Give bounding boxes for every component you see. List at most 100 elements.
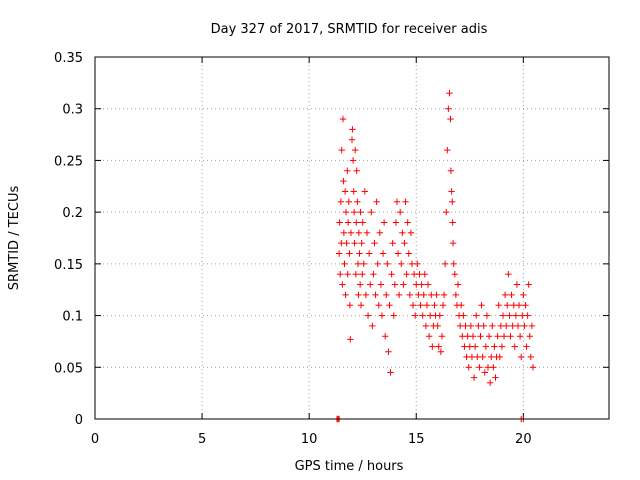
data-point xyxy=(372,291,379,299)
data-point xyxy=(443,208,450,216)
data-point xyxy=(343,239,350,247)
data-point xyxy=(337,271,344,278)
data-point xyxy=(456,322,464,330)
data-point xyxy=(410,271,418,278)
data-point xyxy=(423,302,431,309)
data-point xyxy=(340,177,347,185)
data-point xyxy=(385,348,392,355)
data-point xyxy=(371,239,378,247)
data-point xyxy=(452,291,460,299)
y-tick-label: 0.05 xyxy=(54,361,83,376)
data-point xyxy=(515,302,523,309)
data-point xyxy=(401,239,408,247)
data-point xyxy=(363,229,371,237)
data-point xyxy=(441,260,449,268)
data-point xyxy=(470,374,478,381)
data-point xyxy=(402,198,409,205)
data-point xyxy=(466,343,473,350)
data-point xyxy=(413,281,420,288)
data-point xyxy=(338,146,345,154)
data-point xyxy=(504,302,511,309)
data-point xyxy=(349,126,356,133)
data-point xyxy=(368,208,375,216)
data-point xyxy=(347,229,355,237)
data-point xyxy=(474,353,481,361)
data-point xyxy=(428,291,435,299)
data-point xyxy=(414,260,421,268)
data-point xyxy=(359,219,366,226)
data-point xyxy=(347,336,354,343)
data-point xyxy=(394,250,402,257)
data-point xyxy=(499,312,507,319)
data-point xyxy=(495,302,502,309)
data-point xyxy=(480,322,487,330)
data-point xyxy=(335,250,343,257)
y-tick-label: 0.25 xyxy=(54,154,83,169)
data-point xyxy=(433,291,440,299)
data-point xyxy=(469,333,477,340)
data-point xyxy=(356,281,364,288)
x-tick-label: 20 xyxy=(515,432,532,447)
data-point xyxy=(478,302,485,309)
data-point xyxy=(489,322,496,330)
data-point xyxy=(387,369,394,376)
data-point xyxy=(465,364,472,371)
data-point xyxy=(481,369,488,376)
data-point xyxy=(494,333,501,340)
data-point xyxy=(517,353,525,361)
data-point xyxy=(407,229,415,237)
data-point xyxy=(459,333,466,340)
data-point xyxy=(358,239,365,247)
data-point xyxy=(524,312,531,319)
data-point xyxy=(501,291,509,299)
data-point xyxy=(486,379,494,386)
data-point xyxy=(361,188,369,195)
data-point xyxy=(365,250,373,257)
x-tick-label: 10 xyxy=(301,432,318,447)
data-point xyxy=(525,281,532,288)
data-point xyxy=(348,136,356,143)
data-point xyxy=(345,198,352,205)
data-point xyxy=(408,260,416,268)
data-point xyxy=(404,219,411,226)
data-point xyxy=(376,229,384,237)
data-point xyxy=(405,250,412,257)
data-point xyxy=(341,188,349,195)
data-point xyxy=(523,343,530,350)
data-point xyxy=(449,198,456,205)
data-point xyxy=(510,302,517,309)
data-point xyxy=(389,239,396,247)
data-point xyxy=(476,364,483,371)
data-point xyxy=(437,348,445,355)
data-point xyxy=(375,302,382,309)
data-point xyxy=(491,343,498,350)
data-point xyxy=(393,198,401,205)
data-point xyxy=(367,281,374,288)
data-point xyxy=(434,322,441,330)
data-point xyxy=(378,312,386,319)
data-point xyxy=(364,312,372,319)
x-tick-label: 15 xyxy=(408,432,425,447)
data-point xyxy=(497,322,505,330)
data-point xyxy=(488,353,495,361)
y-tick-label: 0.15 xyxy=(54,258,83,273)
data-point xyxy=(398,260,405,268)
data-point xyxy=(447,167,455,174)
data-point xyxy=(409,302,417,309)
data-point xyxy=(356,250,363,257)
data-point xyxy=(357,208,364,216)
data-point xyxy=(461,343,468,350)
data-point xyxy=(353,219,360,226)
data-point xyxy=(339,115,347,123)
plot-frame xyxy=(94,56,610,420)
y-tick-label: 0.2 xyxy=(62,206,83,221)
data-point xyxy=(344,219,352,226)
data-point xyxy=(374,260,381,268)
data-point xyxy=(421,271,429,278)
data-point xyxy=(417,302,424,309)
data-point xyxy=(384,260,391,268)
data-point xyxy=(445,105,452,112)
x-axis: 0 5 10 15 20 xyxy=(91,57,532,447)
data-point xyxy=(509,322,516,330)
